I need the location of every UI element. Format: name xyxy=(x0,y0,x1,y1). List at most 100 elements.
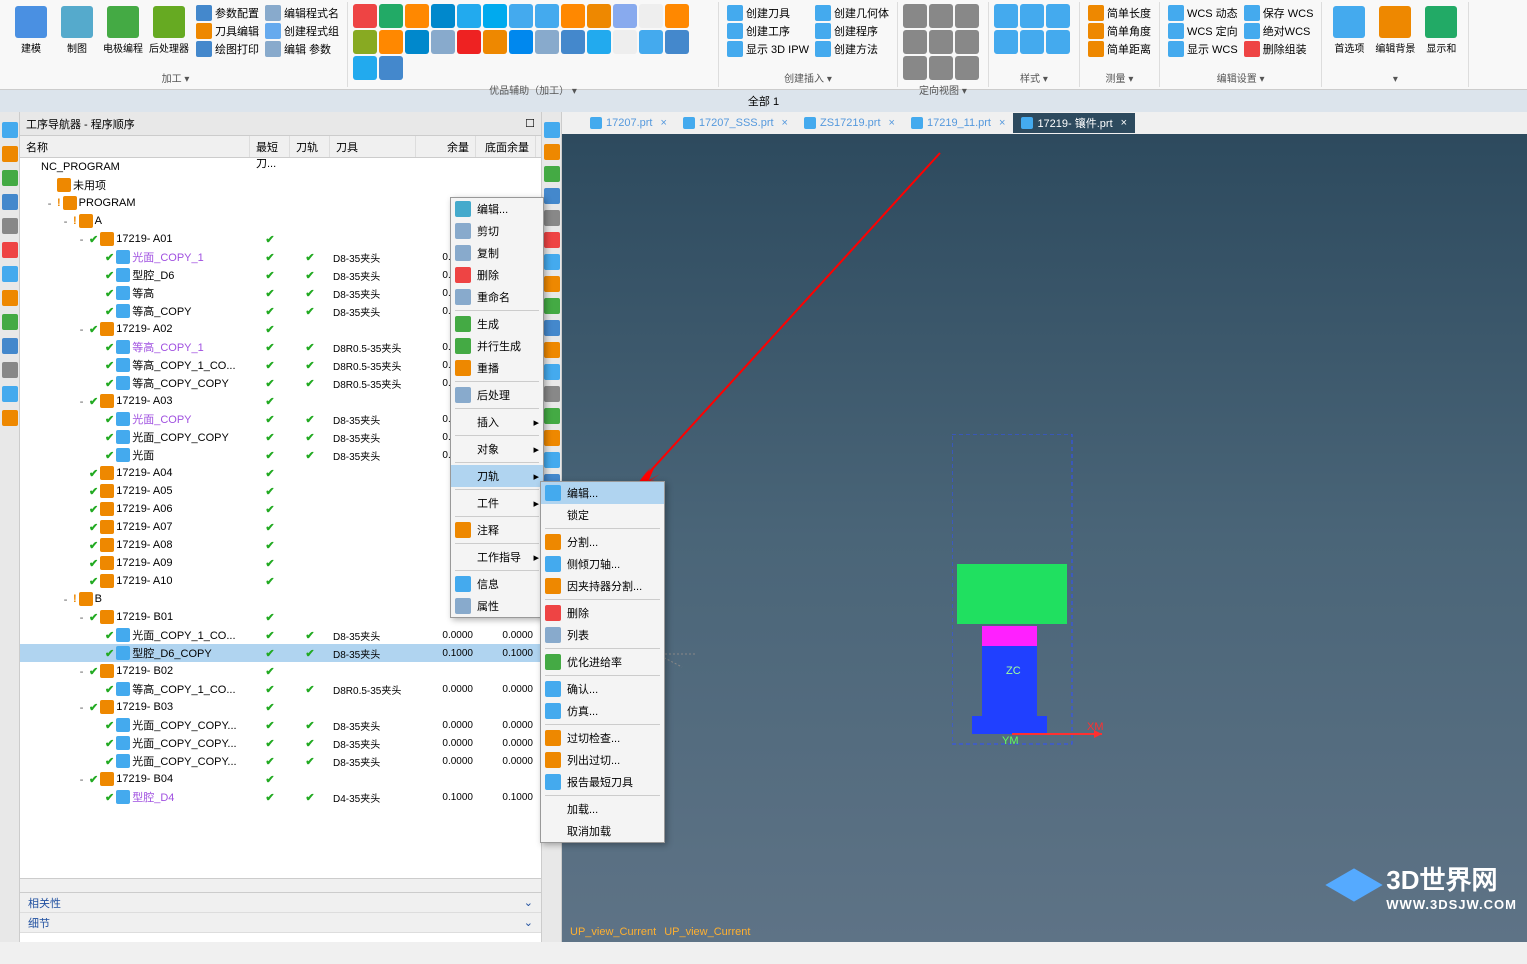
menu-item[interactable]: 删除 xyxy=(541,602,664,624)
ribbon-刀具编辑[interactable]: 刀具编辑 xyxy=(193,22,262,40)
ribbon-icon[interactable] xyxy=(431,30,455,54)
ribbon-简单长度[interactable]: 简单长度 xyxy=(1085,4,1154,22)
ribbon-显示和[interactable]: 显示和 xyxy=(1419,4,1463,57)
ribbon-icon[interactable] xyxy=(639,4,663,28)
tree-row[interactable]: -✔17219- B04✔ xyxy=(20,770,541,788)
menu-item[interactable]: 列表 xyxy=(541,624,664,646)
sidebar-icon[interactable] xyxy=(2,362,18,378)
sidebar-icon[interactable] xyxy=(2,410,18,426)
column-header[interactable]: 底面余量 xyxy=(476,136,536,157)
menu-item[interactable]: 生成 xyxy=(451,313,543,335)
context-menu-toolpath[interactable]: 编辑...锁定分割...侧倾刀轴...因夹持器分割...删除列表优化进给率确认.… xyxy=(540,481,665,843)
ribbon-icon[interactable] xyxy=(929,30,953,54)
ribbon-首选项[interactable]: 首选项 xyxy=(1327,4,1371,57)
toolbar-icon[interactable] xyxy=(544,364,560,380)
ribbon-icon[interactable] xyxy=(457,4,481,28)
menu-item[interactable]: 分割... xyxy=(541,531,664,553)
ribbon-创建程式组[interactable]: 创建程式组 xyxy=(262,22,342,40)
document-tab[interactable]: 17207.prt× xyxy=(582,115,675,131)
toolbar-icon[interactable] xyxy=(544,408,560,424)
toolbar-icon[interactable] xyxy=(544,342,560,358)
toolbar-icon[interactable] xyxy=(544,122,560,138)
toolbar-icon[interactable] xyxy=(544,452,560,468)
ribbon-icon[interactable] xyxy=(1046,30,1070,54)
toolbar-icon[interactable] xyxy=(544,320,560,336)
tree-row[interactable]: ✔型腔_D6_COPY✔✔D8-35夹头0.10000.1000 xyxy=(20,644,541,662)
sidebar-icon[interactable] xyxy=(2,218,18,234)
workspace-tab-label[interactable]: 全部 1 xyxy=(748,93,779,109)
ribbon-icon[interactable] xyxy=(587,30,611,54)
menu-item[interactable]: 刀轨▸ xyxy=(451,465,543,487)
h-scrollbar[interactable] xyxy=(20,878,541,892)
ribbon-创建工序[interactable]: 创建工序 xyxy=(724,22,812,40)
tree-row[interactable]: ✔光面_COPY_COPY...✔✔D8-35夹头0.00000.0000 xyxy=(20,716,541,734)
menu-item[interactable]: 信息 xyxy=(451,573,543,595)
ribbon-创建几何体[interactable]: 创建几何体 xyxy=(812,4,892,22)
ribbon-icon[interactable] xyxy=(1020,4,1044,28)
ribbon-icon[interactable] xyxy=(405,4,429,28)
ribbon-WCS 定向[interactable]: WCS 定向 xyxy=(1165,22,1241,40)
menu-item[interactable]: 列出过切... xyxy=(541,749,664,771)
ribbon-icon[interactable] xyxy=(353,30,377,54)
ribbon-简单距离[interactable]: 简单距离 xyxy=(1085,40,1154,58)
column-header[interactable]: 刀轨 xyxy=(290,136,330,157)
ribbon-建模[interactable]: 建模 xyxy=(9,4,53,58)
sidebar-icon[interactable] xyxy=(2,386,18,402)
sidebar-icon[interactable] xyxy=(2,242,18,258)
navigator-menu-icon[interactable]: ☐ xyxy=(525,117,535,130)
ribbon-icon[interactable] xyxy=(405,30,429,54)
sidebar-icon[interactable] xyxy=(2,194,18,210)
ribbon-icon[interactable] xyxy=(483,30,507,54)
sidebar-icon[interactable] xyxy=(2,170,18,186)
menu-item[interactable]: 插入▸ xyxy=(451,411,543,433)
sidebar-icon[interactable] xyxy=(2,290,18,306)
ribbon-icon[interactable] xyxy=(955,56,979,80)
ribbon-icon[interactable] xyxy=(353,56,377,80)
ribbon-编辑 参数[interactable]: 编辑 参数 xyxy=(262,40,342,58)
column-header[interactable]: 最短刀... xyxy=(250,136,290,157)
3d-viewport[interactable]: XMZCYM UP_view_Current UP_view_Current 3… xyxy=(562,134,1527,942)
ribbon-icon[interactable] xyxy=(535,4,559,28)
toolbar-icon[interactable] xyxy=(544,386,560,402)
menu-item[interactable]: 编辑... xyxy=(541,482,664,504)
sidebar-icon[interactable] xyxy=(2,266,18,282)
ribbon-icon[interactable] xyxy=(665,30,689,54)
ribbon-icon[interactable] xyxy=(535,30,559,54)
ribbon-WCS 动态[interactable]: WCS 动态 xyxy=(1165,4,1241,22)
ribbon-参数配置[interactable]: 参数配置 xyxy=(193,4,262,22)
ribbon-icon[interactable] xyxy=(509,4,533,28)
menu-item[interactable]: 删除 xyxy=(451,264,543,286)
ribbon-显示 WCS[interactable]: 显示 WCS xyxy=(1165,40,1241,58)
menu-item[interactable]: 锁定 xyxy=(541,504,664,526)
menu-item[interactable]: 重播 xyxy=(451,357,543,379)
menu-item[interactable]: 加载... xyxy=(541,798,664,820)
ribbon-编辑背景[interactable]: 编辑背景 xyxy=(1373,4,1417,57)
menu-item[interactable]: 仿真... xyxy=(541,700,664,722)
menu-item[interactable]: 因夹持器分割... xyxy=(541,575,664,597)
menu-item[interactable]: 过切检查... xyxy=(541,727,664,749)
menu-item[interactable]: 工件▸ xyxy=(451,492,543,514)
ribbon-icon[interactable] xyxy=(587,4,611,28)
close-tab-icon[interactable]: × xyxy=(1121,117,1127,129)
document-tab[interactable]: 17219_11.prt× xyxy=(903,115,1013,131)
tree-row[interactable]: NC_PROGRAM xyxy=(20,158,541,176)
tree-row[interactable]: 未用项 xyxy=(20,176,541,194)
menu-item[interactable]: 属性 xyxy=(451,595,543,617)
ribbon-icon[interactable] xyxy=(457,30,481,54)
tree-row[interactable]: ✔型腔_D4✔✔D4-35夹头0.10000.1000 xyxy=(20,788,541,806)
ribbon-icon[interactable] xyxy=(1046,4,1070,28)
context-menu-main[interactable]: 编辑...剪切复制删除重命名生成并行生成重播后处理插入▸对象▸刀轨▸工件▸注释工… xyxy=(450,197,544,618)
ribbon-icon[interactable] xyxy=(929,4,953,28)
ribbon-icon[interactable] xyxy=(955,4,979,28)
toolbar-icon[interactable] xyxy=(544,430,560,446)
ribbon-icon[interactable] xyxy=(903,56,927,80)
toolbar-icon[interactable] xyxy=(544,254,560,270)
toolbar-icon[interactable] xyxy=(544,232,560,248)
menu-item[interactable]: 重命名 xyxy=(451,286,543,308)
ribbon-后处理器[interactable]: 后处理器 xyxy=(147,4,191,58)
ribbon-删除组装[interactable]: 删除组装 xyxy=(1241,40,1317,58)
menu-item[interactable]: 取消加载 xyxy=(541,820,664,842)
close-tab-icon[interactable]: × xyxy=(889,117,895,129)
ribbon-电极编程[interactable]: 电极编程 xyxy=(101,4,145,58)
document-tab[interactable]: 17219- 镶件.prt× xyxy=(1013,113,1135,133)
